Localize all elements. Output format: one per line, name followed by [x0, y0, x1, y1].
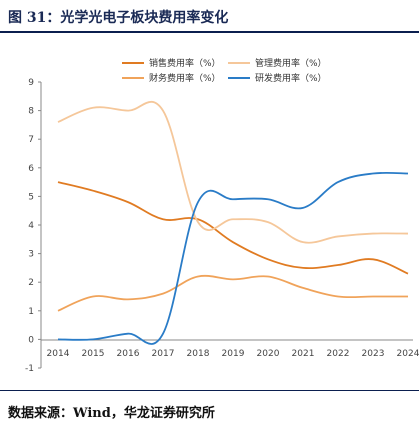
series-line-2: [57, 101, 409, 244]
x-tick-label: 2020: [257, 349, 280, 359]
y-tick-label: 5: [28, 192, 34, 202]
y-tick-label: 3: [28, 250, 34, 260]
x-tick-label: 2023: [362, 349, 385, 359]
source-note: 数据来源：Wind，华龙证券研究所: [8, 406, 215, 421]
y-tick-label: -1: [25, 364, 34, 374]
series-line-3: [57, 274, 408, 312]
y-tick-label: 4: [28, 221, 34, 231]
chart-title: 图 31：光学光电子板块费用率变化: [8, 10, 229, 26]
series-line-4: [57, 171, 409, 345]
y-tick-label: 1: [28, 307, 34, 317]
legend-label: 研发费用率（%）: [255, 72, 327, 84]
legend-label: 管理费用率（%）: [255, 57, 327, 69]
footer-divider: [0, 390, 419, 391]
x-tick-label: 2017: [152, 349, 175, 359]
x-tick-label: 2022: [327, 349, 350, 359]
x-tick-label: 2015: [82, 349, 105, 359]
y-tick-label: 9: [28, 78, 34, 88]
y-tick-label: 6: [28, 164, 34, 174]
x-tick-label: 2014: [47, 349, 70, 359]
y-tick-label: 0: [28, 335, 34, 345]
x-tick-label: 2021: [292, 349, 315, 359]
series-line-1: [57, 181, 409, 275]
y-tick-label: 7: [28, 135, 34, 145]
legend-label: 销售费用率（%）: [149, 57, 221, 69]
x-tick-label: 2018: [187, 349, 210, 359]
x-tick-label: 2019: [222, 349, 245, 359]
x-tick-label: 2024: [397, 349, 419, 359]
title-divider: [0, 31, 419, 33]
legend-label: 财务费用率（%）: [149, 72, 221, 84]
y-tick-label: 8: [28, 107, 34, 117]
x-tick-label: 2016: [117, 349, 140, 359]
y-tick-label: 2: [28, 278, 34, 288]
